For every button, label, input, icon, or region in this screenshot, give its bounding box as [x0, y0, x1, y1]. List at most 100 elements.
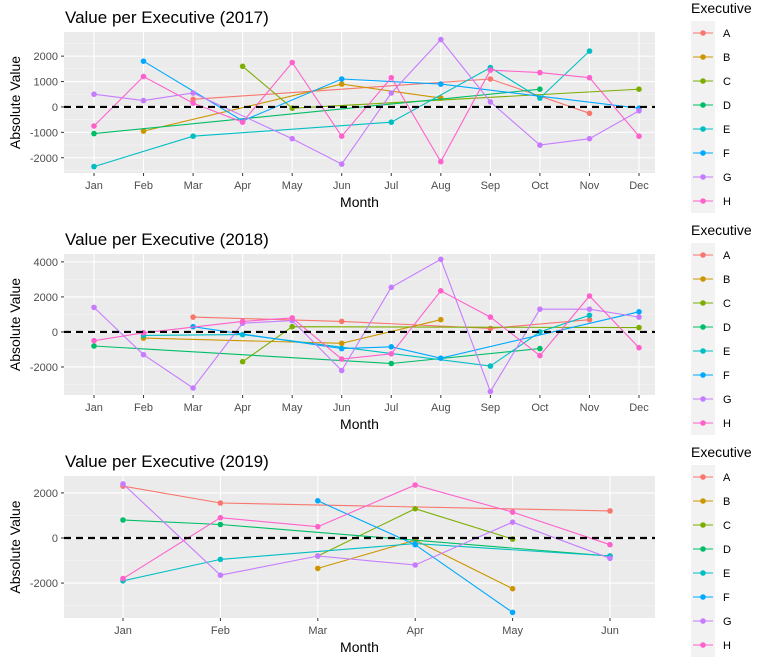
legend-title: Executive [691, 222, 752, 238]
data-point-A [338, 318, 345, 325]
data-point-D [537, 86, 543, 92]
y-tick-label: 0 [52, 327, 58, 339]
panel-background [64, 254, 655, 395]
data-point-F [636, 309, 642, 315]
data-point-H [315, 523, 321, 530]
legend-label-B: B [723, 52, 730, 64]
data-point-H [217, 514, 224, 521]
x-tick-label: Jan [114, 625, 132, 637]
data-point-E [586, 48, 593, 54]
data-point-H [487, 67, 494, 73]
y-axis-label: Absolute Value [7, 500, 23, 593]
x-axis-label: Month [340, 194, 379, 210]
series-line-D [93, 88, 540, 135]
legend-key-point [700, 420, 706, 426]
x-tick-label: Mar [308, 625, 327, 637]
data-point-A [586, 316, 593, 323]
legend-label-E: E [723, 568, 730, 580]
panel-background [64, 476, 655, 618]
legend-label-D: D [723, 100, 731, 112]
legend-key-point [700, 78, 706, 84]
y-tick-label: 2000 [34, 51, 58, 63]
data-point-H [636, 344, 642, 351]
data-point-E [388, 119, 395, 125]
data-point-H [438, 158, 444, 165]
x-tick-label: Jun [333, 402, 351, 414]
y-tick-label: 0 [52, 533, 58, 545]
x-tick-label: Apr [407, 625, 424, 637]
y-axis-label: Absolute Value [7, 56, 23, 149]
data-point-H [289, 315, 296, 321]
x-tick-label: Feb [134, 180, 153, 192]
data-point-B [315, 565, 321, 572]
legend-label-B: B [723, 496, 730, 508]
data-point-G [487, 388, 494, 395]
legend-title: Executive [691, 0, 752, 16]
x-tick-label: Nov [580, 402, 600, 414]
legend-key-point [700, 570, 706, 576]
legend-key-point [700, 396, 706, 402]
chart-1: Value per Executive (2017) -2000 -1000 0 100… [7, 0, 752, 213]
legend-key-point [700, 54, 706, 60]
legend-key-point [700, 546, 706, 552]
panel-background [64, 32, 655, 173]
data-point-H [487, 314, 494, 320]
data-point-H [239, 119, 246, 125]
data-point-H [509, 509, 516, 515]
data-point-G [537, 142, 543, 148]
data-point-G [636, 314, 642, 320]
y-tick-label: 2000 [34, 292, 58, 304]
data-point-H [338, 133, 345, 139]
data-point-F [438, 81, 444, 87]
y-tick-label: 2000 [34, 488, 58, 500]
x-tick-label: Apr [234, 402, 251, 414]
data-point-D [91, 130, 97, 137]
data-point-G [190, 90, 196, 96]
x-tick-label: May [282, 180, 303, 192]
legend-key-point [700, 102, 706, 108]
y-tick-label: 4000 [34, 257, 58, 269]
data-point-H [91, 123, 97, 129]
data-point-H [91, 337, 97, 344]
y-tick-label: -1000 [30, 127, 58, 139]
legend-label-B: B [723, 274, 730, 286]
legend-title: Executive [691, 444, 752, 460]
data-point-H [537, 352, 543, 359]
data-point-F [140, 58, 147, 64]
legend-label-C: C [723, 76, 731, 88]
data-point-A [487, 325, 494, 332]
data-point-A [487, 76, 494, 82]
legend-label-E: E [723, 124, 730, 136]
series-line-E [122, 543, 611, 582]
chart-3: Value per Executive (2019) -2000 0 2000 Jan F… [7, 444, 752, 657]
legend-label-F: F [723, 148, 730, 160]
data-point-E [91, 163, 97, 170]
x-axis-label: Month [340, 416, 379, 432]
x-tick-label: Nov [580, 180, 600, 192]
x-tick-label: May [282, 402, 303, 414]
data-point-B [338, 81, 345, 87]
legend-key-point [700, 498, 706, 504]
x-tick-label: Dec [629, 402, 649, 414]
x-tick-label: Mar [184, 180, 203, 192]
legend-key-point [700, 348, 706, 354]
data-point-B [338, 340, 345, 347]
chart-2: Value per Executive (2018) -2000 0 2000 4000… [7, 222, 752, 435]
y-tick-label: -2000 [30, 578, 58, 590]
series-line-G [93, 258, 640, 393]
legend-key-point [700, 150, 706, 156]
data-point-D [388, 360, 395, 367]
data-point-B [140, 128, 147, 134]
legend-label-D: D [723, 322, 731, 334]
data-point-F [412, 541, 419, 548]
data-point-A [586, 110, 593, 117]
data-point-H [607, 541, 613, 548]
data-point-C [289, 323, 296, 330]
x-tick-label: Feb [211, 625, 230, 637]
data-point-G [586, 306, 593, 313]
data-point-F [338, 345, 345, 352]
legend-label-G: G [723, 394, 732, 406]
data-point-G [388, 284, 395, 291]
legend-key-point [700, 618, 706, 624]
